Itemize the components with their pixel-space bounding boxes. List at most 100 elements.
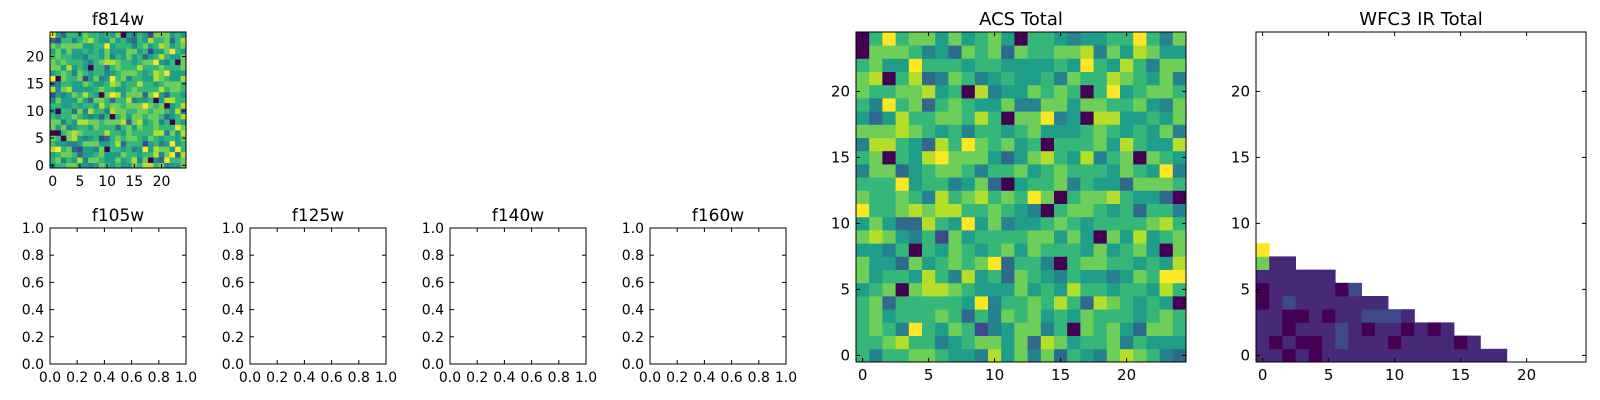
heatmap-cell xyxy=(1146,269,1160,284)
heatmap-cell xyxy=(1054,71,1068,86)
heatmap-cells xyxy=(1256,243,1508,363)
heatmap-cell xyxy=(82,80,89,87)
x-tick-label: 5 xyxy=(924,366,934,384)
heatmap-cell xyxy=(922,84,936,99)
heatmap-cell xyxy=(175,146,181,153)
heatmap-cell xyxy=(71,53,78,60)
heatmap-cell xyxy=(137,124,143,131)
heatmap-cell xyxy=(88,140,94,147)
heatmap-cell xyxy=(961,177,976,191)
heatmap-cell xyxy=(77,48,84,55)
heatmap-cell xyxy=(147,146,154,153)
heatmap-cell xyxy=(1172,309,1187,323)
heatmap-cell xyxy=(935,348,949,363)
heatmap-cell xyxy=(922,58,936,72)
heatmap-cell xyxy=(935,98,949,112)
heatmap-cell xyxy=(961,32,976,46)
heatmap-cell xyxy=(1256,243,1270,257)
heatmap-cell xyxy=(66,157,73,163)
heatmap-cell xyxy=(922,335,936,350)
heatmap-cell xyxy=(169,124,176,131)
heatmap-cell xyxy=(126,162,132,169)
heatmap-cell xyxy=(1093,230,1108,244)
heatmap-cell xyxy=(147,135,154,142)
heatmap-cell xyxy=(908,124,923,138)
heatmap-cell xyxy=(71,108,78,114)
heatmap-cell xyxy=(147,97,154,104)
heatmap-cell xyxy=(109,135,116,142)
heatmap-cell xyxy=(895,177,910,191)
heatmap-cell xyxy=(126,124,132,131)
x-tick-label: 0.4 xyxy=(293,370,315,386)
y-tick-label: 0.0 xyxy=(22,357,44,373)
heatmap-cell xyxy=(908,282,923,297)
heatmap-cell xyxy=(1054,124,1068,138)
heatmap-cell xyxy=(1001,190,1015,204)
heatmap-cell xyxy=(50,119,56,125)
x-tick-label: 5 xyxy=(1324,366,1334,384)
heatmap-cell xyxy=(1427,335,1442,350)
panel-acs-total: ACS Total 0 5 10 15 20 0 5 10 15 20 xyxy=(831,9,1187,384)
heatmap-cell xyxy=(1146,296,1160,310)
heatmap-cell xyxy=(1001,256,1015,270)
heatmap-cell xyxy=(55,119,62,125)
heatmap-cell xyxy=(974,45,989,59)
heatmap-cell xyxy=(93,53,100,60)
heatmap-cell xyxy=(71,162,78,169)
heatmap-cell xyxy=(935,84,949,99)
heatmap-cell xyxy=(1133,269,1147,284)
heatmap-cell xyxy=(137,48,143,55)
heatmap-cell xyxy=(1080,243,1094,257)
heatmap-cell xyxy=(974,348,989,363)
heatmap-cell xyxy=(1440,348,1455,363)
heatmap-cell xyxy=(82,91,89,98)
heatmap-cell xyxy=(131,113,138,120)
heatmap-cell xyxy=(1093,71,1108,86)
heatmap-cell xyxy=(109,42,116,49)
heatmap-cell xyxy=(120,42,127,49)
panel-f160w: f160w 0.0 0.2 0.4 0.6 0.8 1.0 0.0 0.2 0.4 0.6 0.8 1… xyxy=(622,206,797,386)
heatmap-cell xyxy=(93,42,100,49)
heatmap-cell xyxy=(869,296,883,310)
heatmap-cell xyxy=(974,137,989,152)
heatmap-cell xyxy=(961,150,976,165)
heatmap-cell xyxy=(1067,296,1081,310)
heatmap-cell xyxy=(1067,230,1081,244)
heatmap-cell xyxy=(1027,335,1042,350)
heatmap-cell xyxy=(935,137,949,152)
heatmap-cell xyxy=(1014,137,1028,152)
heatmap-cell xyxy=(77,129,84,136)
heatmap-cell xyxy=(93,37,100,44)
heatmap-cell xyxy=(50,75,56,82)
heatmap-cell xyxy=(77,75,84,82)
heatmap-cell xyxy=(169,42,176,49)
heatmap-cell xyxy=(104,75,111,82)
heatmap-cell xyxy=(1146,98,1160,112)
heatmap-cell xyxy=(882,164,896,178)
heatmap-cell xyxy=(55,53,62,60)
heatmap-cell xyxy=(50,86,56,93)
heatmap-cell xyxy=(856,98,870,112)
heatmap-cell xyxy=(131,80,138,87)
heatmap-cell xyxy=(961,137,976,152)
heatmap-cell xyxy=(104,91,111,98)
heatmap-cell xyxy=(1335,322,1349,336)
heatmap-cell xyxy=(1374,309,1389,323)
heatmap-cell xyxy=(93,108,100,114)
heatmap-cell xyxy=(869,243,883,257)
heatmap-cell xyxy=(988,309,1002,323)
heatmap-cell xyxy=(988,71,1002,86)
heatmap-cell xyxy=(1159,269,1174,284)
heatmap-cell xyxy=(77,97,84,104)
heatmap-cell xyxy=(869,45,883,59)
heatmap-cell xyxy=(1040,71,1055,86)
heatmap-cell xyxy=(1067,348,1081,363)
heatmap-cell xyxy=(895,111,910,125)
heatmap-cell xyxy=(988,84,1002,99)
heatmap-cell xyxy=(115,75,122,82)
heatmap-cell xyxy=(895,98,910,112)
heatmap-cell xyxy=(120,140,127,147)
heatmap-cell xyxy=(153,59,160,66)
heatmap-cell xyxy=(1159,98,1174,112)
heatmap-cell xyxy=(175,102,181,109)
